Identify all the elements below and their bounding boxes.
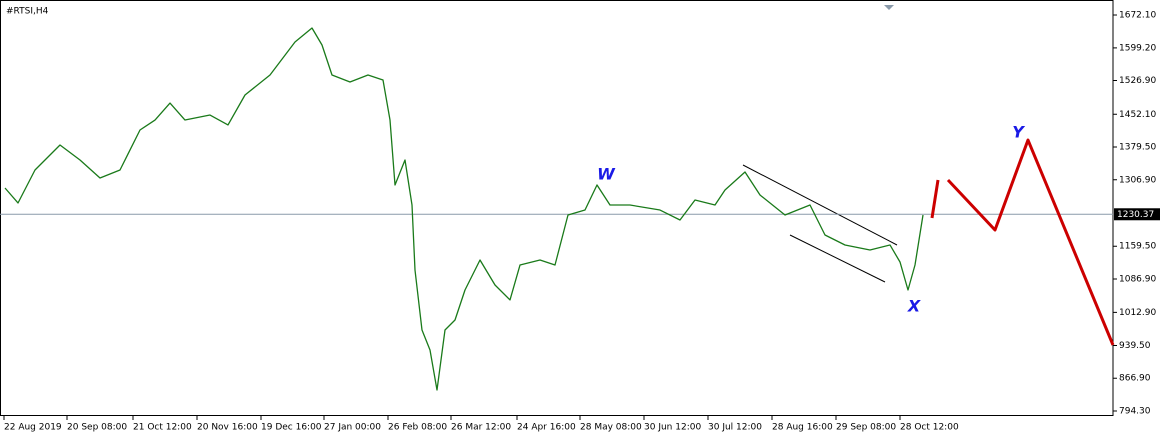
x-tick-label: 21 Oct 12:00 <box>133 423 192 433</box>
x-tick-label: 28 Aug 16:00 <box>772 423 833 433</box>
price-line <box>4 27 924 391</box>
x-tick-label: 20 Sep 08:00 <box>67 423 127 433</box>
y-tick-label: 1159.50 <box>1119 242 1156 252</box>
y-tick-label: 866.90 <box>1119 374 1151 384</box>
wave-label: W <box>597 165 616 184</box>
x-tick-label: 20 Nov 16:00 <box>197 423 258 433</box>
current-price-box <box>1114 208 1160 221</box>
x-tick-label: 27 Jan 00:00 <box>324 423 381 433</box>
wave-label: Y <box>1012 123 1025 142</box>
y-tick-label: 1379.50 <box>1119 143 1156 153</box>
plot-frame <box>0 0 1114 416</box>
x-tick-label: 30 Jul 12:00 <box>708 423 762 433</box>
x-tick-label: 24 Apr 16:00 <box>517 423 576 433</box>
x-tick-label: 19 Dec 16:00 <box>261 423 322 433</box>
channel-line <box>742 164 898 246</box>
x-tick-label: 26 Feb 08:00 <box>388 423 447 433</box>
price-line <box>930 179 940 219</box>
y-tick-label: 1599.20 <box>1119 43 1156 53</box>
x-tick-label: 30 Jun 12:00 <box>644 423 701 433</box>
x-tick-label: 28 May 08:00 <box>580 423 642 433</box>
y-tick-label: 1672.10 <box>1119 11 1156 21</box>
y-tick-label: 1306.90 <box>1119 175 1156 185</box>
y-tick-label: 1086.90 <box>1119 274 1156 284</box>
current-price-label: 1230.37 <box>1117 210 1154 220</box>
x-tick-label: 22 Aug 2019 <box>4 423 62 433</box>
price-line <box>946 138 1115 346</box>
y-tick-label: 1526.90 <box>1119 76 1156 86</box>
y-tick-label: 794.30 <box>1119 406 1151 416</box>
symbol-label: #RTSI,H4 <box>6 7 49 17</box>
y-tick-label: 1012.90 <box>1119 308 1156 318</box>
y-tick-label: 939.50 <box>1119 341 1151 351</box>
channel-line <box>789 234 886 283</box>
x-tick-label: 29 Sep 08:00 <box>836 423 896 433</box>
y-tick-label: 1452.10 <box>1119 110 1156 120</box>
x-tick-label: 26 Mar 12:00 <box>451 423 511 433</box>
wave-label: X <box>907 297 921 316</box>
x-tick-label: 28 Oct 12:00 <box>900 423 959 433</box>
shift-marker <box>884 5 894 10</box>
